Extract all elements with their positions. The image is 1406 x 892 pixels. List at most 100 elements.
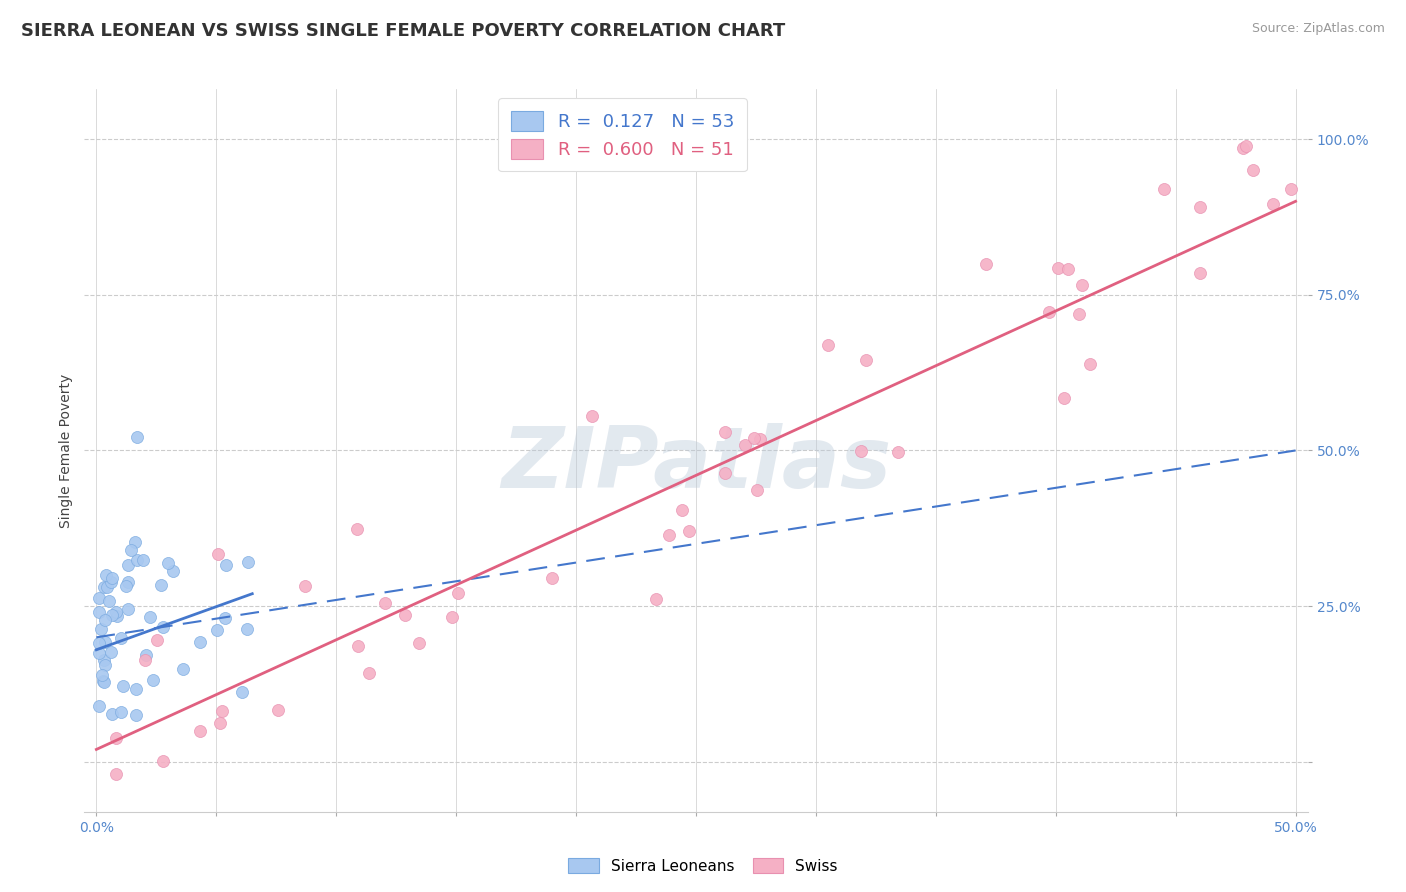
Point [678,524,700,538]
Point [188,634,211,648]
Point [294,578,316,592]
Point [172,662,194,676]
Point [266,703,288,717]
Point [645,591,668,606]
Legend: R =  0.127   N = 53, R =  0.600   N = 51: R = 0.127 N = 53, R = 0.600 N = 51 [498,98,747,171]
Point [91,673,114,688]
Point [149,578,172,592]
Point [1188,201,1211,215]
Point [1241,163,1264,178]
Point [124,535,146,549]
Point [215,558,238,572]
Point [541,571,564,585]
Legend: Sierra Leoneans, Swiss: Sierra Leoneans, Swiss [562,852,844,880]
Point [817,337,839,351]
Point [117,575,139,590]
Point [138,609,160,624]
Point [93,674,115,689]
Point [125,682,148,697]
Point [101,607,124,622]
Point [734,438,756,452]
Point [89,646,111,660]
Point [93,580,115,594]
Point [849,444,872,458]
Point [209,715,232,730]
Point [188,723,211,738]
Point [132,553,155,567]
Point [357,665,380,680]
Point [974,257,997,271]
Point [87,591,110,606]
Text: Source: ZipAtlas.com: Source: ZipAtlas.com [1251,22,1385,36]
Point [105,767,128,781]
Point [117,602,139,616]
Point [581,409,603,423]
Point [152,754,174,768]
Point [1067,307,1090,321]
Point [87,605,110,619]
Point [211,704,233,718]
Point [1261,196,1284,211]
Point [94,613,117,627]
Point [87,635,110,649]
Point [91,667,114,681]
Point [657,528,679,542]
Point [100,645,122,659]
Point [96,581,118,595]
Point [101,571,124,585]
Text: SIERRA LEONEAN VS SWISS SINGLE FEMALE POVERTY CORRELATION CHART: SIERRA LEONEAN VS SWISS SINGLE FEMALE PO… [21,22,786,40]
Point [110,631,132,645]
Point [98,594,121,608]
Point [1056,261,1078,276]
Point [1279,182,1302,196]
Point [1038,305,1060,319]
Point [207,623,229,637]
Point [146,632,169,647]
Point [111,679,134,693]
Point [714,466,737,480]
Point [1053,391,1076,405]
Point [236,622,259,636]
Point [1078,357,1101,371]
Point [236,555,259,569]
Point [747,483,769,498]
Point [94,657,117,672]
Point [346,522,368,536]
Point [120,542,142,557]
Point [207,547,229,561]
Point [742,431,765,445]
Point [1189,266,1212,280]
Point [117,558,139,573]
Point [1232,141,1254,155]
Point [90,623,112,637]
Point [115,578,138,592]
Point [94,568,117,582]
Point [671,503,693,517]
Point [135,648,157,662]
Point [374,596,396,610]
Point [110,705,132,719]
Point [142,673,165,688]
Point [127,552,149,566]
Point [101,706,124,721]
Point [346,639,368,653]
Point [87,699,110,714]
Point [748,432,770,446]
Point [855,352,877,367]
Point [152,620,174,634]
Point [1234,139,1257,153]
Point [1153,182,1175,196]
Point [105,605,128,619]
Point [408,636,430,650]
Point [105,609,128,624]
Point [156,557,179,571]
Point [440,610,463,624]
Point [1046,260,1069,275]
Point [94,634,117,648]
Point [93,653,115,667]
Point [162,564,184,578]
Point [447,586,470,600]
Point [100,575,122,590]
Y-axis label: Single Female Poverty: Single Female Poverty [59,374,73,527]
Point [231,684,253,698]
